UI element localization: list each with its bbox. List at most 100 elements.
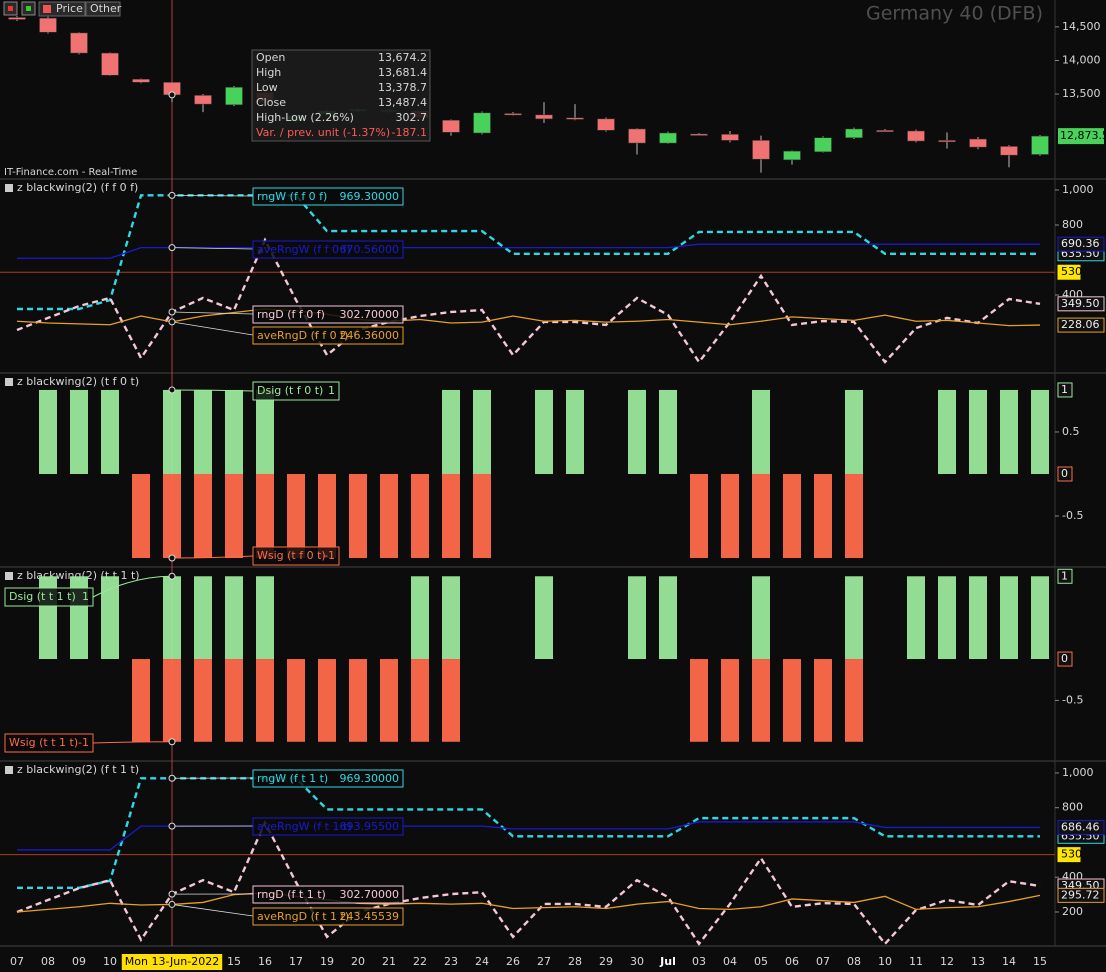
candle-body bbox=[721, 134, 739, 141]
signal-bar bbox=[1031, 576, 1049, 660]
price-button-icon bbox=[43, 5, 51, 13]
signal-bar bbox=[845, 576, 863, 660]
candle-body bbox=[39, 17, 57, 33]
signal-bar bbox=[442, 576, 460, 660]
price-button-label[interactable]: Price bbox=[56, 2, 83, 15]
candle-body bbox=[1000, 146, 1018, 156]
signal-bar bbox=[256, 389, 274, 474]
candle-body bbox=[659, 132, 677, 144]
series-label-box bbox=[252, 381, 340, 401]
instrument-title: Germany 40 (DFB) bbox=[866, 3, 1043, 25]
series-name: Dsig (t f 0 t) bbox=[257, 384, 323, 397]
series-name: Wsig (t f 0 t) bbox=[257, 549, 326, 562]
cursor-marker bbox=[168, 900, 176, 908]
candle-body bbox=[194, 95, 212, 105]
cursor-marker bbox=[168, 91, 176, 99]
signal-bar bbox=[349, 473, 367, 559]
x-tick-label: 14 bbox=[1002, 955, 1016, 968]
cursor-marker bbox=[168, 318, 176, 326]
last-price-label: 12,873.5 bbox=[1060, 129, 1106, 142]
x-tick-label: 26 bbox=[506, 955, 520, 968]
last-value-box bbox=[1057, 651, 1073, 667]
tooltip-value: 13,487.4 bbox=[378, 96, 427, 109]
x-tick-label: 08 bbox=[41, 955, 55, 968]
x-tick-label: 07 bbox=[10, 955, 24, 968]
signal-bar bbox=[225, 659, 243, 742]
x-tick-label: 23 bbox=[444, 955, 458, 968]
signal-bar bbox=[225, 473, 243, 559]
candle-body bbox=[566, 117, 584, 120]
candle-body bbox=[597, 118, 615, 131]
signal-bar bbox=[628, 576, 646, 660]
series-label-box bbox=[252, 240, 404, 259]
signal-bar bbox=[225, 389, 243, 474]
series-label-box bbox=[252, 907, 404, 926]
series-cursor-value: -1 bbox=[78, 736, 89, 749]
signal-bar bbox=[783, 473, 801, 559]
signal-bar bbox=[845, 659, 863, 742]
signal-bar bbox=[349, 659, 367, 742]
series-name: aveRngW (f f 0 f) bbox=[257, 243, 351, 256]
x-tick-label: 10 bbox=[103, 955, 117, 968]
signal-bar bbox=[256, 473, 274, 559]
x-tick-label: 07 bbox=[816, 955, 830, 968]
last-value-label: 349.50 bbox=[1061, 297, 1100, 310]
cursor-connector bbox=[171, 321, 254, 336]
cursor-marker bbox=[168, 822, 176, 830]
last-value-label: 690.36 bbox=[1061, 237, 1100, 250]
x-tick-label: 22 bbox=[413, 955, 427, 968]
last-value-box bbox=[1057, 317, 1105, 333]
cursor-marker bbox=[168, 738, 176, 746]
series-cursor-value: 302.70000 bbox=[340, 308, 400, 321]
last-value-label: 1 bbox=[1061, 569, 1068, 582]
series-label-box bbox=[4, 587, 94, 607]
candle-body bbox=[70, 32, 88, 54]
signal-bar bbox=[752, 576, 770, 660]
signal-bar bbox=[287, 473, 305, 559]
series-line bbox=[16, 819, 1041, 946]
candle-body bbox=[535, 114, 553, 120]
series-line bbox=[16, 892, 1041, 913]
series-label-box bbox=[252, 546, 340, 566]
other-button-label[interactable]: Other bbox=[90, 2, 122, 15]
tooltip-label: High-Low (2.26%) bbox=[256, 111, 354, 124]
zoom-icon-mark bbox=[8, 6, 13, 11]
cursor-connector bbox=[92, 741, 173, 744]
toolbar: Price Other bbox=[3, 1, 122, 17]
signal-bar bbox=[194, 473, 212, 559]
signal-bar bbox=[566, 389, 584, 474]
x-tick-label: 04 bbox=[723, 955, 737, 968]
signal-bar bbox=[1000, 576, 1018, 660]
x-tick-label: 06 bbox=[785, 955, 799, 968]
other-button[interactable] bbox=[85, 1, 121, 17]
cursor-connector bbox=[171, 904, 254, 917]
x-tick-label: 15 bbox=[227, 955, 241, 968]
cursor-connector bbox=[92, 575, 173, 598]
candle-body bbox=[969, 138, 987, 148]
series-cursor-value: 1 bbox=[82, 590, 89, 603]
signal-bar bbox=[473, 389, 491, 474]
last-value-label: 1 bbox=[1061, 383, 1068, 396]
signal-bar bbox=[442, 659, 460, 742]
last-value-box bbox=[1057, 236, 1105, 252]
signal-bar bbox=[163, 389, 181, 474]
signal-bar bbox=[721, 473, 739, 559]
panel-icon bbox=[5, 184, 13, 192]
signal-bar bbox=[969, 576, 987, 660]
signal-bar bbox=[163, 576, 181, 660]
signal-bar bbox=[938, 389, 956, 474]
cursor-marker bbox=[168, 386, 176, 394]
signal-bar bbox=[411, 659, 429, 742]
cursor-marker bbox=[168, 774, 176, 782]
last-value-label: 0 bbox=[1061, 467, 1068, 480]
cursor-connector bbox=[171, 247, 254, 250]
reference-line-label-box bbox=[1057, 847, 1081, 863]
cursor-connector bbox=[171, 311, 254, 315]
signal-bar bbox=[473, 473, 491, 559]
signal-bar bbox=[783, 659, 801, 742]
y-tick-label: -0.5 bbox=[1062, 509, 1083, 522]
signal-bar bbox=[70, 389, 88, 474]
signal-bar bbox=[721, 659, 739, 742]
x-tick-label: 21 bbox=[382, 955, 396, 968]
series-cursor-value: 693.95500 bbox=[340, 820, 400, 833]
